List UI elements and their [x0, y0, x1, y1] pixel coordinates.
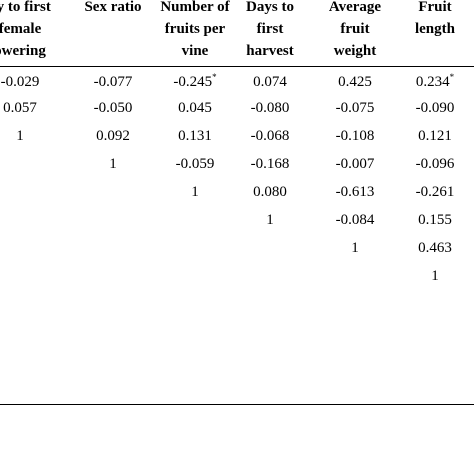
- column-header-line: harvest: [246, 43, 294, 59]
- table-cell: 1: [310, 239, 400, 257]
- table-cell: -0.068: [225, 127, 315, 145]
- column-header-line: weight: [333, 43, 377, 59]
- cell-value: -0.059: [175, 156, 215, 172]
- cell-value: -0.075: [335, 100, 375, 116]
- column-header: Average fruit weight: [295, 0, 415, 62]
- cell-value: -0.080: [250, 100, 290, 116]
- column-header-line: Number of: [160, 0, 230, 15]
- table-cell: -0.245*: [150, 73, 240, 91]
- column-header: Sex ratio: [53, 0, 173, 18]
- cell-value: 0.463: [418, 240, 452, 256]
- table-cell: 0.155: [390, 211, 474, 229]
- cell-value: -0.096: [415, 156, 455, 172]
- column-header-line: female: [0, 21, 42, 37]
- cell-value: 0.155: [418, 212, 452, 228]
- cell-value: 1: [351, 240, 359, 256]
- column-header-line: Average: [328, 0, 382, 15]
- table-cell: -0.029: [0, 73, 65, 91]
- table-cell: -0.096: [390, 155, 474, 173]
- table-cell: 0.234*: [390, 73, 474, 91]
- table-cell: -0.075: [310, 99, 400, 117]
- cell-value: 1: [266, 212, 274, 228]
- table-cell: 1: [225, 211, 315, 229]
- cell-value: -0.108: [335, 128, 375, 144]
- column-header-line: owering: [0, 43, 46, 59]
- cell-value: 0.045: [178, 100, 212, 116]
- table-cell: 1: [68, 155, 158, 173]
- table-cell: -0.613: [310, 183, 400, 201]
- table-cell: 0.045: [150, 99, 240, 117]
- table-cell: -0.050: [68, 99, 158, 117]
- cell-value: -0.007: [335, 156, 375, 172]
- significance-marker: *: [449, 72, 455, 82]
- column-header-line: Days to: [246, 0, 294, 15]
- table-cell: 0.080: [225, 183, 315, 201]
- table-cell: 0.121: [390, 127, 474, 145]
- cell-value: 0.074: [253, 74, 287, 90]
- cell-value: 1: [431, 268, 439, 284]
- cell-value: 0.425: [338, 74, 372, 90]
- table-cell: -0.168: [225, 155, 315, 173]
- column-header: ay to first female owering: [0, 0, 80, 62]
- cell-value: 0.092: [96, 128, 130, 144]
- column-header: Number of fruits per vine: [135, 0, 255, 62]
- header-rule: [0, 66, 474, 67]
- cell-value: -0.068: [250, 128, 290, 144]
- cell-value: -0.077: [93, 74, 133, 90]
- table-cell: -0.108: [310, 127, 400, 145]
- column-header-line: ay to first: [0, 0, 51, 15]
- bottom-rule: [0, 404, 474, 405]
- cell-value: -0.613: [335, 184, 375, 200]
- column-header-line: Sex ratio: [84, 0, 142, 15]
- table-cell: 1: [390, 267, 474, 285]
- cell-value: 0.057: [3, 100, 37, 116]
- cell-value: 1: [16, 128, 24, 144]
- cell-value: -0.168: [250, 156, 290, 172]
- column-header-line: fruit: [340, 21, 370, 37]
- table-cell: 0.092: [68, 127, 158, 145]
- table-cell: -0.059: [150, 155, 240, 173]
- cell-value: 1: [191, 184, 199, 200]
- column-header: Days to first harvest: [210, 0, 330, 62]
- table-cell: -0.080: [225, 99, 315, 117]
- table-cell: -0.261: [390, 183, 474, 201]
- table-cell: -0.007: [310, 155, 400, 173]
- cell-value: -0.261: [415, 184, 455, 200]
- table-cell: 0.425: [310, 73, 400, 91]
- table-cell: 0.463: [390, 239, 474, 257]
- cell-value: 0.121: [418, 128, 452, 144]
- cell-value: -0.090: [415, 100, 455, 116]
- column-header: Fruit length: [375, 0, 474, 40]
- table-cell: 1: [150, 183, 240, 201]
- table-cell: 0.074: [225, 73, 315, 91]
- column-header-line: Fruit: [418, 0, 452, 15]
- cell-value: -0.050: [93, 100, 133, 116]
- table-cell: -0.084: [310, 211, 400, 229]
- cell-value: -0.245: [173, 74, 213, 90]
- column-header-line: fruits per: [164, 21, 226, 37]
- table-cell: 1: [0, 127, 65, 145]
- cell-value: 0.131: [178, 128, 212, 144]
- cell-value: 0.080: [253, 184, 287, 200]
- table-cell: -0.090: [390, 99, 474, 117]
- table-cell: -0.077: [68, 73, 158, 91]
- cell-value: 0.234: [415, 74, 450, 90]
- cell-value: 1: [109, 156, 117, 172]
- cell-value: -0.029: [0, 74, 40, 90]
- cell-value: -0.084: [335, 212, 375, 228]
- table-cell: 0.131: [150, 127, 240, 145]
- column-header-line: length: [414, 21, 455, 37]
- significance-marker: *: [212, 72, 217, 82]
- column-header-line: vine: [181, 43, 209, 59]
- column-header-line: first: [256, 21, 284, 37]
- table-cell: 0.057: [0, 99, 65, 117]
